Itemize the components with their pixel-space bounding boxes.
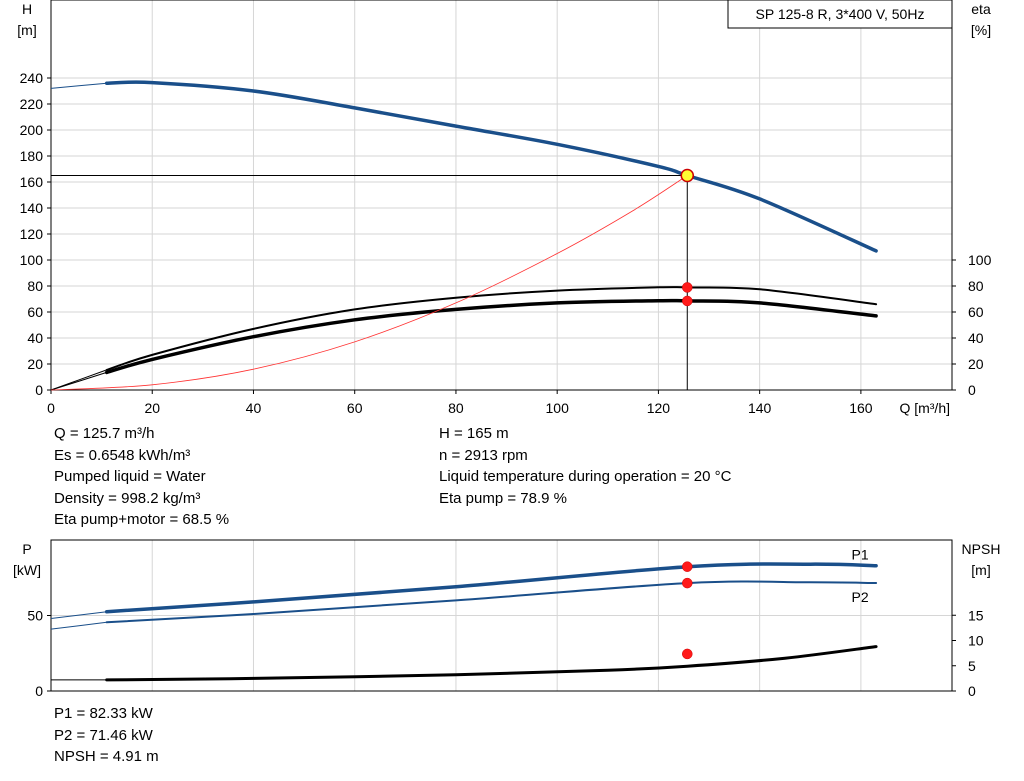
curve-eta_total-extension (50, 371, 107, 391)
duty-point-marker (680, 168, 695, 183)
y-tick-label: 40 (27, 330, 43, 346)
power-info: P1 = 82.33 kW P2 = 71.46 kW NPSH = 4.91 … (54, 703, 159, 768)
y-right-axis-label: eta (971, 1, 991, 17)
y-right-tick-label: 0 (968, 382, 976, 398)
curve-p1 (104, 562, 878, 614)
info-flow: Q = 125.7 m³/h (54, 425, 155, 442)
y-axis-label: H (22, 1, 32, 17)
y-tick-label: 140 (20, 200, 44, 216)
info-p1: P1 = 82.33 kW (54, 705, 153, 722)
y-tick-label: 20 (27, 356, 43, 372)
x-tick-label: 20 (144, 400, 160, 416)
x-tick-label: 120 (647, 400, 671, 416)
y-right-tick-label: 10 (968, 633, 984, 649)
y-right-tick-label: 5 (968, 658, 976, 674)
curve-system (50, 175, 688, 391)
y-tick-label: 0 (35, 683, 43, 699)
y-right-tick-label: 20 (968, 356, 984, 372)
y-right-tick-label: 100 (968, 252, 992, 268)
info-eta-total: Eta pump+motor = 68.5 % (54, 511, 230, 528)
y-tick-label: 100 (20, 252, 44, 268)
series-label-p1: P1 (852, 547, 869, 563)
x-tick-label: 140 (748, 400, 772, 416)
curve-p2-extension (50, 621, 107, 630)
y-tick-label: 200 (20, 122, 44, 138)
y-tick-label: 0 (35, 382, 43, 398)
info-specific-energy: Es = 0.6548 kWh/m³ (54, 446, 191, 464)
x-tick-label: 40 (246, 400, 262, 416)
y-tick-label: 240 (20, 70, 44, 86)
info-head: H = 165 m (439, 425, 509, 442)
title-box (727, 0, 953, 29)
info-pumped-liquid: Pumped liquid = Water (54, 468, 206, 485)
y-tick-label: 50 (27, 608, 43, 624)
y-right-tick-label: 0 (968, 683, 976, 699)
chart-title: SP 125-8 R, 3*400 V, 50Hz (756, 6, 925, 22)
y-right-axis-unit: [m] (971, 562, 990, 578)
operating-point-marker (682, 648, 693, 660)
y-tick-label: 160 (20, 174, 44, 190)
plot-area-1 (50, 0, 953, 391)
curve-p1-extension (50, 611, 107, 619)
info-speed: n = 2913 rpm (439, 446, 528, 464)
info-liquid-temperature: Liquid temperature during operation = 20… (439, 468, 732, 485)
duty-info-left: Q = 125.7 m³/h Es = 0.6548 kWh/m³ Pumped… (54, 423, 229, 531)
x-tick-label: 80 (448, 400, 464, 416)
y-tick-label: 80 (27, 278, 43, 294)
duty-info-right: H = 165 m n = 2913 rpm Liquid temperatur… (439, 423, 731, 509)
info-npsh: NPSH = 4.91 m (54, 748, 159, 765)
info-density: Density = 998.2 kg/m³ (54, 489, 201, 507)
x-axis-label: Q [m³/h] (899, 400, 950, 416)
y-tick-label: 180 (20, 148, 44, 164)
operating-point-marker (682, 577, 693, 589)
plot-frame-1 (50, 0, 953, 391)
info-eta-pump: Eta pump = 78.9 % (439, 489, 567, 507)
y-axis-label: P (22, 541, 31, 557)
curve-p2 (105, 580, 878, 624)
y-axis-unit: [kW] (13, 562, 41, 578)
curve-eta_total (104, 298, 878, 375)
operating-point-marker (682, 282, 693, 293)
info-p2: P2 = 71.46 kW (54, 726, 153, 744)
y-tick-label: 120 (20, 226, 44, 242)
y-right-tick-label: 15 (968, 607, 984, 623)
x-tick-label: 60 (347, 400, 363, 416)
series-label-p2: P2 (852, 589, 869, 605)
y-right-tick-label: 80 (968, 278, 984, 294)
x-tick-label: 160 (849, 400, 873, 416)
operating-point-marker (682, 295, 693, 307)
curve-h-extension (50, 82, 107, 89)
curve-npsh (105, 645, 878, 682)
x-tick-label: 100 (546, 400, 570, 416)
y-right-tick-label: 60 (968, 304, 984, 320)
y-axis-unit: [m] (17, 22, 36, 38)
operating-point-marker (682, 561, 693, 572)
y-right-axis-unit: [%] (971, 22, 991, 38)
y-tick-label: 60 (27, 304, 43, 320)
curve-h (104, 80, 878, 253)
x-tick-label: 0 (47, 400, 55, 416)
y-right-axis-label: NPSH (962, 541, 1001, 557)
y-right-tick-label: 40 (968, 330, 984, 346)
curve-eta_pump (105, 286, 878, 371)
y-tick-label: 220 (20, 96, 44, 112)
